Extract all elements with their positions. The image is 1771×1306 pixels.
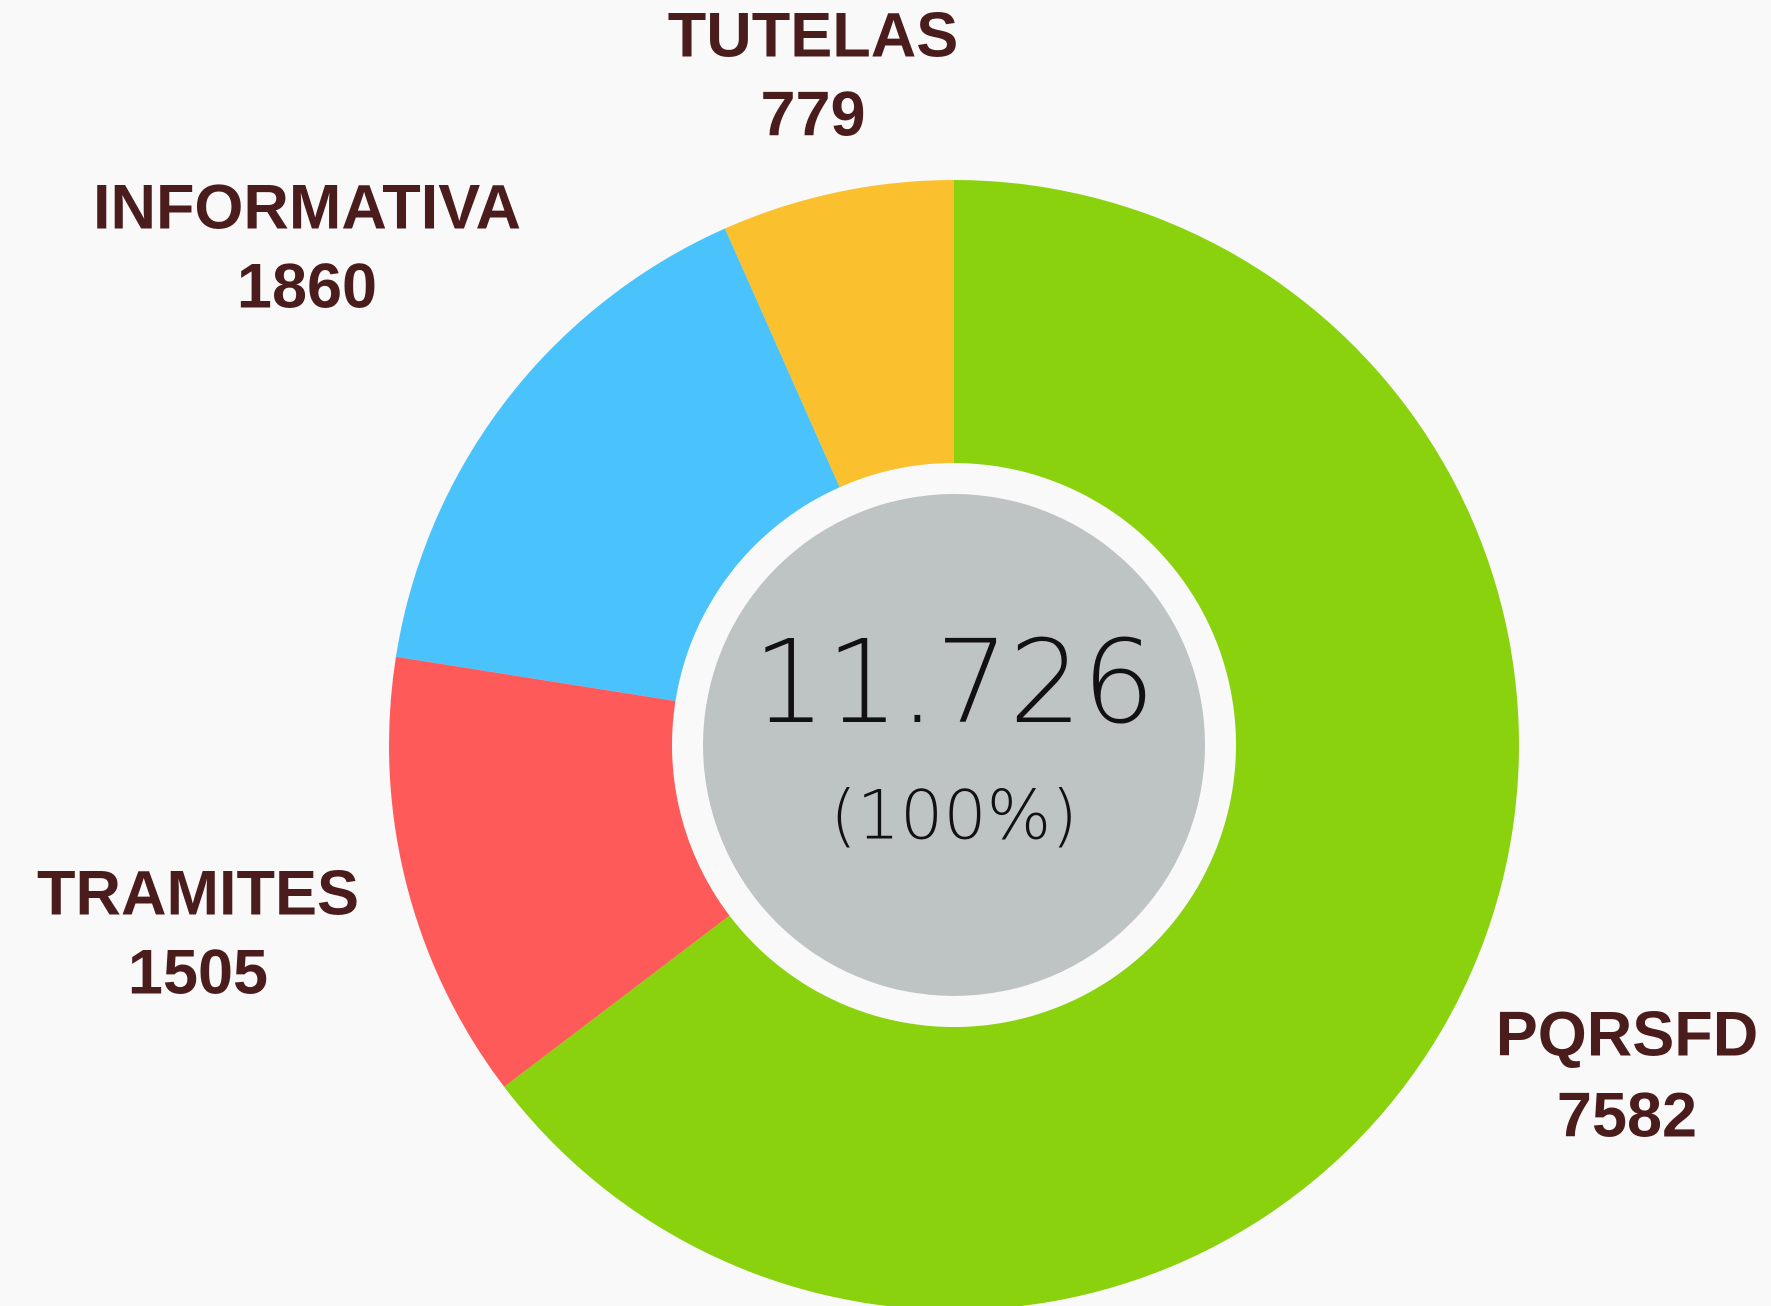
slice-label: INFORMATIVA (93, 173, 521, 243)
slice (389, 656, 730, 1087)
slices (389, 180, 1519, 1306)
slice-label: PQRSFD (1496, 1000, 1759, 1070)
total-percent: (100%) (830, 777, 1077, 856)
slice-label: TUTELAS (668, 1, 958, 71)
slice-value: 1505 (128, 938, 268, 1008)
slice-value: 779 (760, 80, 865, 150)
slice (724, 180, 954, 488)
slice-label: TRAMITES (37, 859, 359, 929)
slice (504, 180, 1519, 1306)
slice (395, 228, 840, 701)
total-label: 11.726 (753, 616, 1155, 750)
slice-value: 7582 (1557, 1081, 1697, 1151)
slice-value: 1860 (237, 252, 377, 322)
center-circle (703, 494, 1205, 996)
